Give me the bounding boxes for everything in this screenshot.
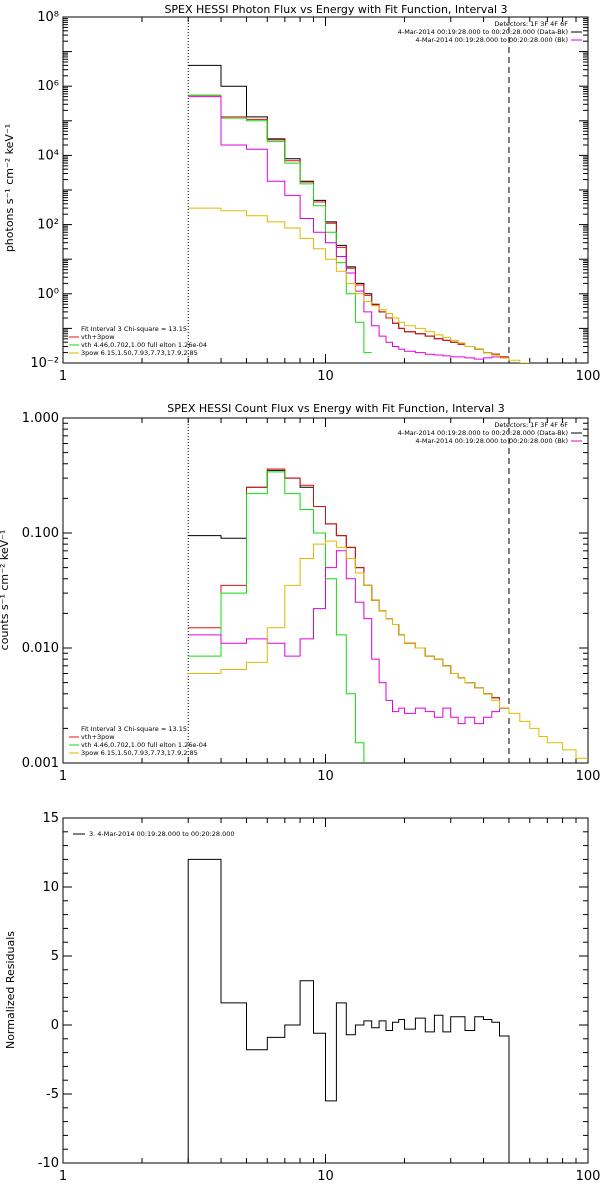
legend-entry: vth+3pow: [81, 733, 115, 741]
legend-entry: Fit Interval 3 Chi-square = 13.15: [81, 325, 187, 333]
y-tick-label: 15: [42, 811, 59, 826]
residuals-ylabel: Normalized Residuals: [4, 931, 17, 1049]
y-tick-label: 0.010: [22, 641, 59, 656]
x-tick-label: 1: [59, 369, 67, 384]
photon-flux-plot: 1 10 100 10⁻² 10⁰ 10² 10⁴ 10⁶ 10⁸ Detectors: 1F 3…: [30, 10, 600, 384]
photon-flux-panel: SPEX HESSI Photon Flux vs Energy with Fi…: [3, 3, 600, 384]
y-tick-label: 10: [42, 880, 59, 895]
x-tick-label: 10: [317, 1169, 334, 1184]
legend-entry: vth+3pow: [81, 333, 115, 341]
residuals-panel: Normalized Residuals 1 10 100 -10 -5 0 5 10 15 3.…: [4, 811, 600, 1184]
series-line-3pow: [188, 207, 531, 363]
count-flux-plot: 1 10 100 0.001 0.010 0.100 1.000 Detectors: 1F …: [22, 411, 600, 784]
series-line-vth: [188, 94, 372, 354]
y-tick-label: 10²: [37, 218, 59, 233]
residuals-plot: 1 10 100 -10 -5 0 5 10 15 3. 4-Mar-2014 00:19:28.…: [38, 811, 600, 1184]
series-line-3pow: [188, 540, 588, 759]
count-flux-title: SPEX HESSI Count Flux vs Energy with Fit…: [167, 402, 504, 415]
y-tick-label: -5: [46, 1087, 59, 1102]
y-tick-label: 10⁰: [37, 287, 59, 302]
series-group: [188, 64, 531, 363]
photon-flux-title: SPEX HESSI Photon Flux vs Energy with Fi…: [164, 3, 507, 16]
legend-entry: vth 4.46,0.702,1.00 full elton 1.26e-04: [81, 341, 207, 349]
x-tick-label: 10: [317, 369, 334, 384]
legend-entry: Detectors: 1F 3F 4F 6F: [494, 20, 568, 28]
legend-entry: 4-Mar-2014 00:19:28.000 to 00:20:28.000 …: [415, 437, 568, 445]
legend-entry: vth 4.46,0.702,1.00 full elton 1.26e-04: [81, 741, 207, 749]
legend-entry: 3. 4-Mar-2014 00:19:28.000 to 00:20:28.0…: [89, 830, 235, 838]
legend-entry: 4-Mar-2014 00:19:28.000 to 00:20:28.000 …: [398, 28, 568, 36]
series-line-bk: [188, 550, 509, 725]
legend-entry: Detectors: 1F 3F 4F 6F: [494, 421, 568, 429]
legend-entry: 3pow 6.15,1.50,7.93,7.73,17.9,2.85: [81, 749, 198, 757]
series-line-vth: [188, 471, 365, 763]
x-tick-label: 10: [317, 769, 334, 784]
y-tick-label: 0.100: [22, 526, 59, 541]
y-tick-label: -10: [38, 1156, 59, 1171]
series-group: [188, 468, 588, 763]
y-tick-label: 0: [51, 1018, 59, 1033]
count-flux-panel: SPEX HESSI Count Flux vs Energy with Fit…: [0, 402, 600, 784]
legend-entry: 4-Mar-2014 00:19:28.000 to 00:20:28.000 …: [398, 429, 568, 437]
series-line-bk: [188, 96, 509, 360]
x-tick-label: 100: [576, 369, 600, 384]
legend-entry: 4-Mar-2014 00:19:28.000 to 00:20:28.000 …: [415, 36, 568, 44]
x-tick-label: 1: [59, 1169, 67, 1184]
y-tick-label: 0.001: [22, 756, 59, 771]
y-tick-label: 5: [51, 949, 59, 964]
series-group: [187, 858, 510, 1163]
y-tick-label: 1.000: [22, 411, 59, 426]
x-tick-label: 100: [576, 1169, 600, 1184]
legend-entry: 3pow 6.15,1.50,7.93,7.73,17.9,2.85: [81, 349, 198, 357]
x-tick-label: 100: [576, 769, 600, 784]
count-flux-ylabel: counts s⁻¹ cm⁻² keV⁻¹: [0, 530, 11, 651]
legend-entry: Fit Interval 3 Chi-square = 13.15: [81, 725, 187, 733]
y-tick-label: 10⁶: [37, 79, 59, 94]
y-tick-label: 10⁸: [37, 10, 59, 25]
y-tick-label: 10⁴: [37, 148, 59, 163]
y-tick-label: 10⁻²: [30, 356, 59, 371]
photon-flux-ylabel: photons s⁻¹ cm⁻² keV⁻¹: [3, 124, 16, 252]
x-tick-label: 1: [59, 769, 67, 784]
series-line-3-4-mar-2014-00-19-28-000-to-00-20-28-000: [187, 858, 510, 1163]
